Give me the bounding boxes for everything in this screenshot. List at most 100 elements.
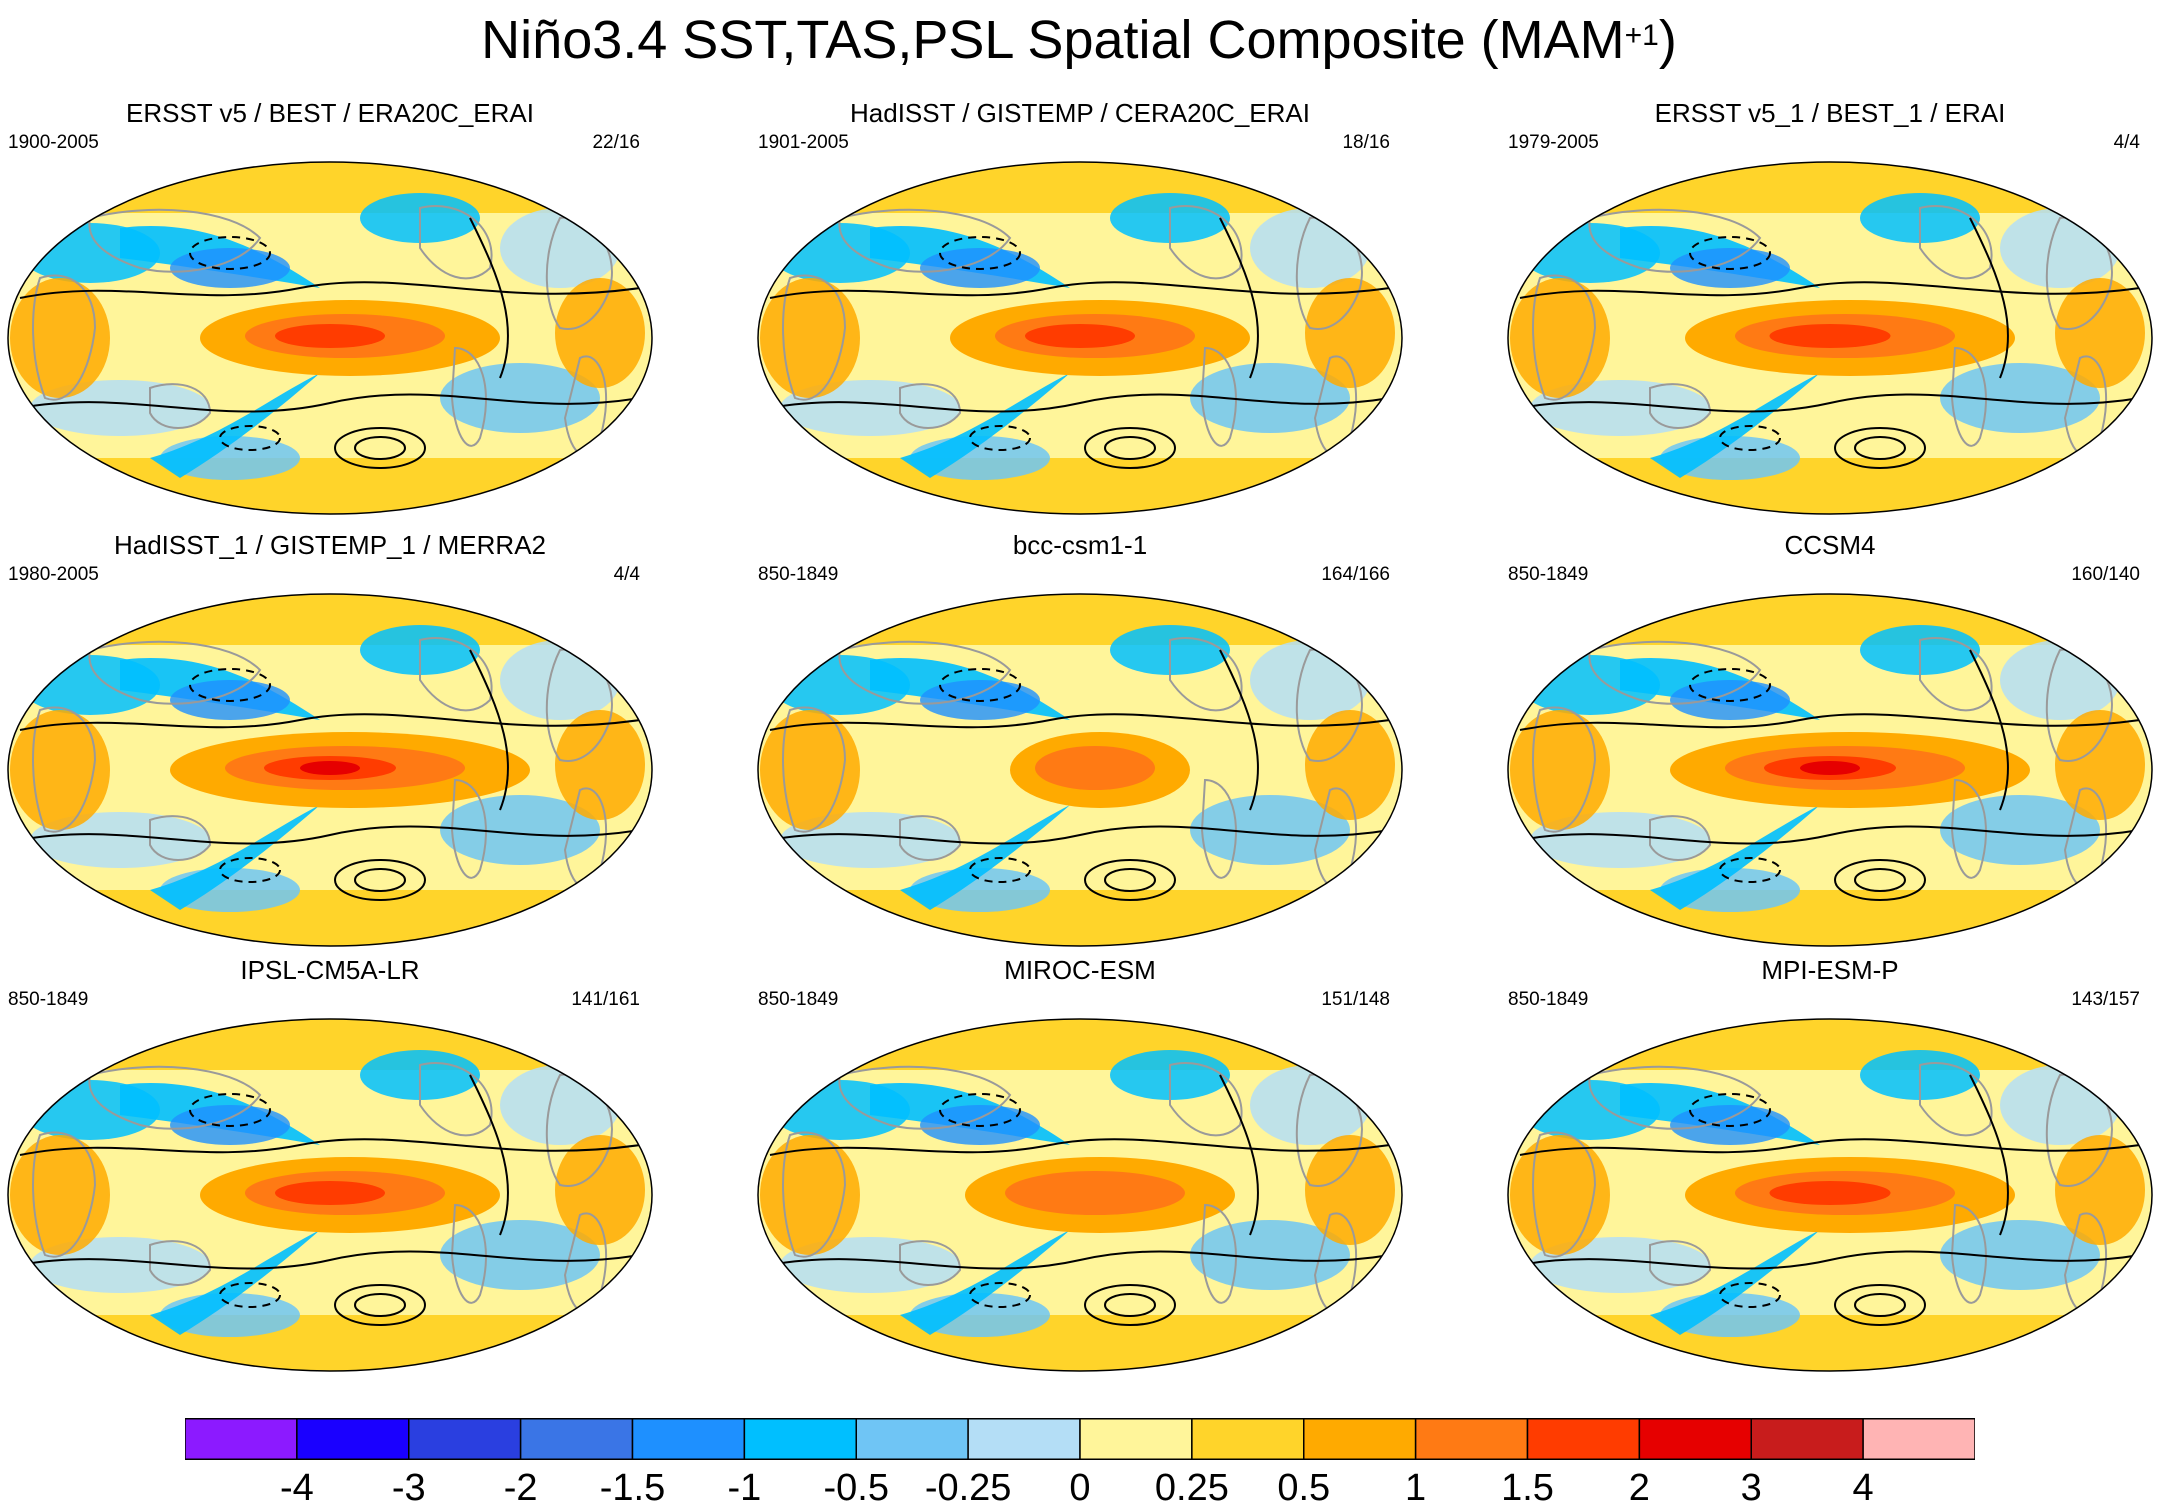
coastline — [1919, 1062, 1993, 1137]
colorbar-tick-label: -0.25 — [924, 1467, 1012, 1509]
coastline — [450, 346, 487, 447]
psl-contour — [1519, 713, 2141, 731]
psl-contour — [1834, 1284, 1926, 1326]
map-frame — [7, 1018, 653, 1372]
coastline — [1950, 778, 1987, 879]
coastline — [149, 1240, 212, 1286]
map-panel-5: bcc-csm1-1 850-1849 164/166 — [750, 530, 1410, 950]
psl-contour — [1219, 1074, 1260, 1236]
psl-contour — [769, 1138, 1391, 1156]
map-panel-8: MIROC-ESM 850-1849 151/148 — [750, 955, 1410, 1375]
panel-count: 143/157 — [2071, 989, 2140, 1010]
coastline — [1532, 274, 1597, 401]
psl-contour-negative — [219, 1282, 281, 1308]
coastline — [782, 1131, 847, 1258]
coastline — [1200, 778, 1237, 879]
map-panel-1: ERSST v5 / BEST / ERA20C_ERAI 1900-2005 … — [0, 98, 660, 518]
psl-contour — [1084, 1284, 1176, 1326]
panel-count: 22/16 — [592, 132, 640, 153]
map-frame — [1507, 593, 2153, 947]
coastline — [1169, 205, 1243, 280]
figure-title: Niño3.4 SST,TAS,PSL Spatial Composite (M… — [481, 10, 1677, 70]
psl-contour — [1834, 427, 1926, 469]
psl-contour — [354, 1293, 406, 1317]
psl-contour — [19, 713, 641, 731]
psl-contour-negative — [1689, 668, 1771, 702]
panel-period: 1901-2005 — [758, 132, 849, 153]
colorbar-tick-label: 1.5 — [1501, 1467, 1554, 1509]
map-panel-6: CCSM4 850-1849 160/140 — [1500, 530, 2158, 950]
psl-contour-negative — [939, 1093, 1021, 1127]
map-panel-4: HadISST_1 / GISTEMP_1 / MERRA2 1980-2005… — [0, 530, 660, 950]
world-map — [7, 1018, 653, 1372]
map-frame — [7, 161, 653, 515]
coastline — [1919, 205, 1993, 280]
coastline — [899, 815, 962, 861]
map-panel-9: MPI-ESM-P 850-1849 143/157 — [1500, 955, 2158, 1375]
coastline — [419, 1062, 493, 1137]
colorbar-swatch — [1638, 1418, 1752, 1460]
psl-contour — [1834, 859, 1926, 901]
psl-contour-negative — [1689, 236, 1771, 270]
psl-contour-negative — [1719, 425, 1781, 451]
colorbar-swatch — [743, 1418, 857, 1460]
psl-contour-negative — [219, 425, 281, 451]
panel-count: 160/140 — [2071, 564, 2140, 585]
psl-contour — [19, 393, 641, 413]
coastline — [149, 815, 212, 861]
coastline — [899, 1240, 962, 1286]
map-frame — [757, 593, 1403, 947]
psl-contour — [1084, 859, 1176, 901]
colorbar-tick-label: -4 — [279, 1467, 314, 1509]
world-map — [7, 161, 653, 515]
coastline — [1649, 815, 1712, 861]
coastline — [1919, 637, 1993, 712]
colorbar — [185, 1418, 1975, 1460]
coastline — [88, 1065, 262, 1130]
psl-contour — [769, 825, 1391, 845]
panel-period: 1980-2005 — [8, 564, 99, 585]
panel-title: MIROC-ESM — [1004, 955, 1156, 985]
coastline — [1532, 706, 1597, 833]
colorbar-tick-label: -0.5 — [823, 1467, 889, 1509]
psl-contour — [1519, 1250, 2141, 1270]
panel-count: 164/166 — [1321, 564, 1390, 585]
colorbar-swatch — [408, 1418, 522, 1460]
panel-title: HadISST / GISTEMP / CERA20C_ERAI — [850, 98, 1310, 128]
map-frame — [757, 161, 1403, 515]
map-frame — [757, 1018, 1403, 1372]
psl-contour — [1219, 217, 1260, 379]
psl-contour — [19, 825, 641, 845]
colorbar-tick-label: -3 — [391, 1467, 426, 1509]
colorbar-swatch — [1191, 1418, 1305, 1460]
coastline — [149, 383, 212, 429]
psl-contour — [1519, 393, 2141, 413]
psl-contour — [1519, 1138, 2141, 1156]
coastline — [1588, 640, 1762, 705]
psl-contour-negative — [219, 857, 281, 883]
world-map — [757, 161, 1403, 515]
psl-contour — [1969, 649, 2010, 811]
psl-contour — [1854, 868, 1906, 892]
coastline — [32, 706, 97, 833]
panel-title: ERSST v5 / BEST / ERA20C_ERAI — [126, 98, 534, 128]
coastline — [1169, 1062, 1243, 1137]
psl-contour — [19, 281, 641, 299]
colorbar-swatch — [631, 1418, 746, 1460]
psl-contour — [334, 859, 426, 901]
colorbar-swatch — [855, 1418, 969, 1460]
colorbar-swatch — [1750, 1418, 1864, 1460]
colorbar-tick-label: -1.5 — [599, 1467, 666, 1509]
map-panel-7: IPSL-CM5A-LR 850-1849 141/161 — [0, 955, 660, 1375]
psl-contour-negative — [1689, 1093, 1771, 1127]
psl-contour-negative — [189, 236, 271, 270]
coastline — [450, 1203, 487, 1304]
panel-period: 850-1849 — [1508, 564, 1589, 585]
coastline — [419, 637, 493, 712]
psl-contour — [1104, 868, 1156, 892]
world-map — [1507, 161, 2153, 515]
colorbar-tick-label: 2 — [1628, 1467, 1650, 1509]
colorbar-tick-label: 1 — [1405, 1467, 1427, 1509]
world-map — [757, 1018, 1403, 1372]
psl-contour — [19, 1138, 641, 1156]
